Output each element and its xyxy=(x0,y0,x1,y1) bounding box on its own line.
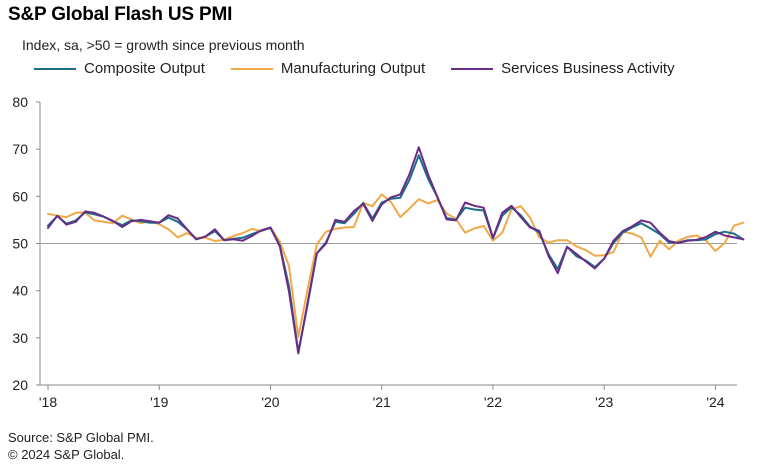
legend-swatch-manufacturing xyxy=(230,67,273,70)
x-tick-label-18: '18 xyxy=(39,394,57,410)
x-tick-label-21: '21 xyxy=(373,394,391,410)
x-tick-label-19: '19 xyxy=(150,394,168,410)
y-tick-label-80: 80 xyxy=(12,94,28,110)
series-line-services xyxy=(47,146,745,355)
x-tick-label-24: '24 xyxy=(706,394,724,410)
x-tick-label-22: '22 xyxy=(484,394,502,410)
chart-subtitle: Index, sa, >50 = growth since previous m… xyxy=(22,37,305,53)
legend: Composite Output Manufacturing Output Se… xyxy=(34,60,701,77)
legend-label-composite: Composite Output xyxy=(84,60,205,77)
y-tick-label-30: 30 xyxy=(12,330,28,346)
y-tick-label-20: 20 xyxy=(12,377,28,393)
y-tick-label-70: 70 xyxy=(12,141,28,157)
y-tick-label-60: 60 xyxy=(12,188,28,204)
source-note: Source: S&P Global PMI. xyxy=(8,430,154,445)
chart-title: S&P Global Flash US PMI xyxy=(8,4,233,25)
series-line-composite xyxy=(47,154,745,353)
legend-swatch-composite xyxy=(34,67,76,70)
legend-item-services: Services Business Activity xyxy=(451,60,675,77)
legend-label-services: Services Business Activity xyxy=(501,60,675,77)
x-tick-label-23: '23 xyxy=(595,394,613,410)
y-tick-label-50: 50 xyxy=(12,236,28,252)
legend-item-composite: Composite Output xyxy=(34,60,205,77)
legend-item-manufacturing: Manufacturing Output xyxy=(230,60,426,77)
copyright-note: © 2024 S&P Global. xyxy=(8,447,125,462)
x-tick-label-20: '20 xyxy=(261,394,279,410)
y-tick-label-40: 40 xyxy=(12,283,28,299)
legend-label-manufacturing: Manufacturing Output xyxy=(280,60,426,77)
series-line-manufacturing xyxy=(47,193,745,338)
legend-swatch-services xyxy=(451,67,494,70)
